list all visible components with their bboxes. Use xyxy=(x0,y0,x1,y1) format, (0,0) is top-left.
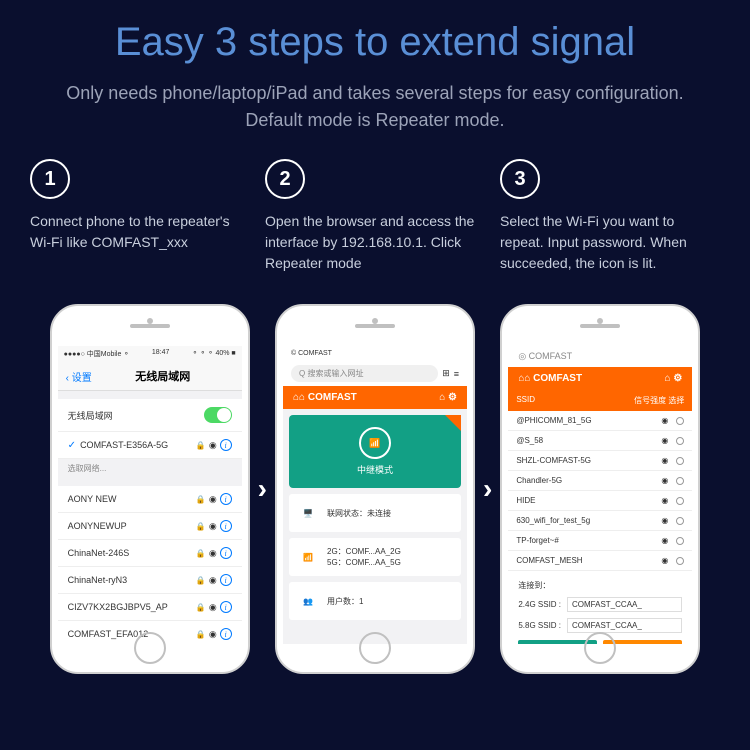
phone-3-screen: ◎ COMFAST ⌂⌂ COMFAST ⌂ ⚙ SSID 信号强度 选择 @P… xyxy=(508,346,692,644)
url-bar: Q 搜索或输入网址 ⊞ ≡ xyxy=(283,361,467,386)
ssid24-input[interactable]: COMFAST_CCAA_ xyxy=(567,597,682,612)
ssid-row[interactable]: TP-forget~#◉ xyxy=(508,531,692,551)
phone-2-screen: © COMFAST Q 搜索或输入网址 ⊞ ≡ ⌂⌂ COMFAST ⌂ ⚙ 📶… xyxy=(283,346,467,644)
status-card[interactable]: 🖥️ 联网状态：未连接 xyxy=(289,494,461,532)
gear-icon[interactable]: ⚙ xyxy=(448,392,457,403)
radio-icon[interactable] xyxy=(676,437,684,445)
wifi-icon: ◉ xyxy=(661,516,668,525)
repeater-icon: 📶 xyxy=(359,427,391,459)
comfast-header: ⌂⌂ COMFAST ⌂ ⚙ xyxy=(283,386,467,409)
network-row[interactable]: CIZV7KX2BGJBPV5_AP🔒◉i xyxy=(58,594,242,621)
radio-icon[interactable] xyxy=(676,497,684,505)
selected-corner-icon xyxy=(445,415,461,431)
wifi-icon: ◉ xyxy=(661,416,668,425)
users-card[interactable]: 👥 用户数：1 xyxy=(289,582,461,620)
wifi-toggle[interactable] xyxy=(204,407,232,423)
phones-container: ●●●●○ 中国Mobile ⚬ 18:47 ⚬ ⚬ ⚬ 40% ■ ‹ 设置 … xyxy=(0,294,750,684)
tab-icon[interactable]: ⊞ xyxy=(442,368,450,379)
nav-title: 无线局域网 xyxy=(92,368,234,384)
step-2: 2 Open the browser and access the interf… xyxy=(265,159,485,274)
ssid-row[interactable]: @PHICOMM_81_5G◉ xyxy=(508,411,692,431)
ssid-row[interactable]: COMFAST_MESH◉ xyxy=(508,551,692,571)
table-header: SSID 信号强度 选择 xyxy=(508,390,692,411)
lock-icon: 🔒 xyxy=(196,441,206,450)
radio-icon[interactable] xyxy=(676,457,684,465)
ssid-row[interactable]: @S_58◉ xyxy=(508,431,692,451)
home-icon[interactable]: ⌂ xyxy=(439,392,445,403)
browser-statusbar: © COMFAST xyxy=(283,346,467,361)
step-2-number: 2 xyxy=(265,159,305,199)
wifi-icon: ◉ xyxy=(661,476,668,485)
users-icon: 👥 xyxy=(297,590,319,612)
info-icon[interactable]: i xyxy=(220,439,232,451)
wifi-icon: ◉ xyxy=(661,496,668,505)
phone-1: ●●●●○ 中国Mobile ⚬ 18:47 ⚬ ⚬ ⚬ 40% ■ ‹ 设置 … xyxy=(50,304,250,674)
network-row[interactable]: AONYNEWUP🔒◉i xyxy=(58,513,242,540)
comfast-header: ⌂⌂ COMFAST ⌂ ⚙ xyxy=(508,367,692,390)
monitor-icon: 🖥️ xyxy=(297,502,319,524)
phone-3: ◎ COMFAST ⌂⌂ COMFAST ⌂ ⚙ SSID 信号强度 选择 @P… xyxy=(500,304,700,674)
ios-status-bar: ●●●●○ 中国Mobile ⚬ 18:47 ⚬ ⚬ ⚬ 40% ■ xyxy=(58,346,242,362)
ssid-list: @PHICOMM_81_5G◉ @S_58◉ SHZL-COMFAST-5G◉ … xyxy=(508,411,692,571)
wifi-icon: ◉ xyxy=(661,556,668,565)
radio-icon[interactable] xyxy=(676,557,684,565)
step-3: 3 Select the Wi-Fi you want to repeat. I… xyxy=(500,159,720,274)
wifi-toggle-row: 无线局域网 xyxy=(58,399,242,432)
phone-2: © COMFAST Q 搜索或输入网址 ⊞ ≡ ⌂⌂ COMFAST ⌂ ⚙ 📶… xyxy=(275,304,475,674)
step-2-text: Open the browser and access the interfac… xyxy=(265,211,485,274)
choose-network-label: 选取网络... xyxy=(58,459,242,478)
page-subtitle: Only needs phone/laptop/iPad and takes s… xyxy=(0,80,750,149)
wifi-icon: ◉ xyxy=(661,536,668,545)
network-row[interactable]: ChinaNet-246S🔒◉i xyxy=(58,540,242,567)
menu-icon[interactable]: ≡ xyxy=(454,369,459,379)
radio-icon[interactable] xyxy=(676,537,684,545)
checkmark-icon: ✓ xyxy=(68,440,76,451)
steps-container: 1 Connect phone to the repeater's Wi-Fi … xyxy=(0,149,750,294)
radio-icon[interactable] xyxy=(676,477,684,485)
wifi-icon: ◉ xyxy=(661,436,668,445)
save-button[interactable]: 保存应用 xyxy=(518,640,597,644)
step-1-number: 1 xyxy=(30,159,70,199)
arrow-icon: › xyxy=(258,473,267,505)
arrow-icon: › xyxy=(483,473,492,505)
radio-icon[interactable] xyxy=(676,517,684,525)
step-3-number: 3 xyxy=(500,159,540,199)
connect-form: 连接到： 2.4G SSID : COMFAST_CCAA_ 5.8G SSID… xyxy=(508,571,692,644)
ssid58-input[interactable]: COMFAST_CCAA_ xyxy=(567,618,682,633)
page-label: ◎ COMFAST xyxy=(508,346,692,367)
wifi-icon: 📶 xyxy=(297,546,319,568)
url-input[interactable]: Q 搜索或输入网址 xyxy=(291,365,438,382)
gear-icon[interactable]: ⚙ xyxy=(673,373,682,384)
page-title: Easy 3 steps to extend signal xyxy=(0,0,750,80)
repeater-mode-banner[interactable]: 📶 中继模式 xyxy=(289,415,461,488)
network-row[interactable]: AONY NEW🔒◉i xyxy=(58,486,242,513)
step-1-text: Connect phone to the repeater's Wi-Fi li… xyxy=(30,211,250,253)
ssid-row[interactable]: 630_wifi_for_test_5g◉ xyxy=(508,511,692,531)
step-1: 1 Connect phone to the repeater's Wi-Fi … xyxy=(30,159,250,274)
network-list: AONY NEW🔒◉i AONYNEWUP🔒◉i ChinaNet-246S🔒◉… xyxy=(58,486,242,644)
radio-icon[interactable] xyxy=(676,417,684,425)
wifi-card[interactable]: 📶 2G：COMF...AA_2G 5G：COMF...AA_5G xyxy=(289,538,461,576)
phone-1-screen: ●●●●○ 中国Mobile ⚬ 18:47 ⚬ ⚬ ⚬ 40% ■ ‹ 设置 … xyxy=(58,346,242,644)
network-row[interactable]: COMFAST_EFA012🔒◉i xyxy=(58,621,242,644)
rescan-button[interactable]: 重新扫描 xyxy=(603,640,682,644)
connected-network[interactable]: ✓COMFAST-E356A-5G 🔒 ◉ i xyxy=(58,432,242,459)
network-row[interactable]: ChinaNet-ryN3🔒◉i xyxy=(58,567,242,594)
wifi-icon: ◉ xyxy=(661,456,668,465)
wifi-icon: ◉ xyxy=(209,440,217,451)
ssid-row[interactable]: Chandler-5G◉ xyxy=(508,471,692,491)
ios-nav-bar: ‹ 设置 无线局域网 xyxy=(58,362,242,391)
ssid-row[interactable]: SHZL-COMFAST-5G◉ xyxy=(508,451,692,471)
back-button[interactable]: ‹ 设置 xyxy=(66,369,92,384)
step-3-text: Select the Wi-Fi you want to repeat. Inp… xyxy=(500,211,720,274)
home-icon[interactable]: ⌂ xyxy=(665,373,671,384)
ssid-row[interactable]: HIDE◉ xyxy=(508,491,692,511)
